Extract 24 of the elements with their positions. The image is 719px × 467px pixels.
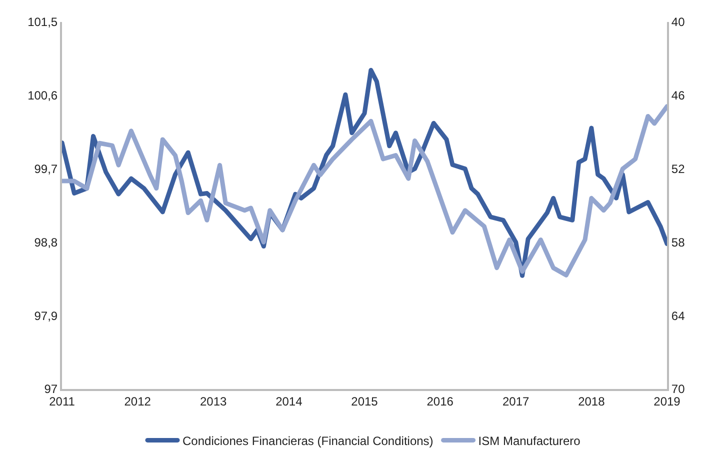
legend-label: ISM Manufacturero <box>478 434 581 448</box>
y-tick-label: 98,8 <box>34 235 58 250</box>
y-tick-label: 100,6 <box>28 88 58 103</box>
x-tick-label: 2015 <box>351 394 378 408</box>
x-tick-label: 2012 <box>124 394 152 408</box>
y2-tick-label: 64 <box>671 308 686 323</box>
y2-tick-label: 70 <box>671 382 686 396</box>
x-tick-label: 2014 <box>276 394 303 408</box>
y-tick-label: 101,5 <box>28 15 58 30</box>
x-tick-label: 2019 <box>654 394 681 408</box>
legend-label: Condiciones Financieras (Financial Conditions) <box>182 434 434 448</box>
y2-tick-label: 52 <box>671 162 686 176</box>
y2-tick-label: 58 <box>671 235 686 250</box>
x-tick-label: 2016 <box>426 394 454 408</box>
line-series <box>62 104 667 278</box>
x-tick-label: 2013 <box>200 394 228 408</box>
x-tick-label: 2018 <box>578 394 606 408</box>
y-tick-label: 97 <box>44 382 58 396</box>
y-tick-label: 99,7 <box>34 162 58 176</box>
y2-tick-label: 46 <box>671 88 686 103</box>
y2-tick-label: 40 <box>671 15 686 30</box>
x-tick-label: 2017 <box>502 394 530 408</box>
y-tick-label: 97,9 <box>34 308 58 323</box>
x-tick-label: 2011 <box>49 394 76 408</box>
